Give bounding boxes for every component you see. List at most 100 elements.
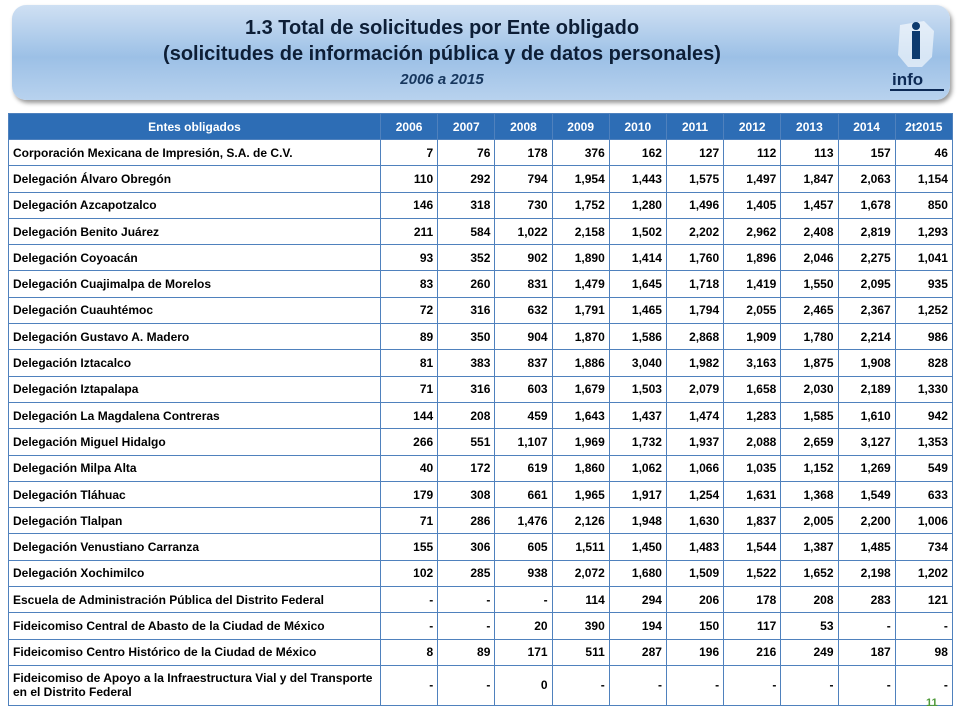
cell-value: 294 <box>608 586 667 614</box>
cell-value: 46 <box>894 138 953 167</box>
cell-value: 2,030 <box>780 375 839 403</box>
cell-value: 7 <box>379 138 439 167</box>
cell-value: 1,860 <box>551 454 610 482</box>
entity-name: Fideicomiso Central de Abasto de la Ciud… <box>8 612 381 640</box>
cell-value: 93 <box>379 244 439 272</box>
cell-value: 1,443 <box>608 165 667 193</box>
table-row: Escuela de Administración Pública del Di… <box>8 586 953 614</box>
entity-name: Fideicomiso de Apoyo a la Infraestructur… <box>8 664 381 706</box>
cell-value: - <box>780 664 839 706</box>
cell-value: 1,890 <box>551 244 610 272</box>
cell-value: 2,095 <box>837 270 896 298</box>
cell-value: 942 <box>894 401 953 430</box>
cell-value: 1,035 <box>723 454 782 482</box>
cell-value: 986 <box>894 323 953 351</box>
cell-value: 171 <box>494 638 553 666</box>
cell-value: 1,870 <box>551 323 610 351</box>
cell-value: 1,041 <box>894 244 953 272</box>
cell-value: 661 <box>494 480 553 509</box>
cell-value: 2,055 <box>723 296 782 325</box>
cell-value: 1,066 <box>665 454 725 482</box>
cell-value: - <box>665 664 725 706</box>
cell-value: 40 <box>379 454 439 482</box>
cell-value: 904 <box>494 323 553 351</box>
cell-value: 1,544 <box>723 533 782 561</box>
cell-value: 1,965 <box>551 480 610 509</box>
cell-value: 1,511 <box>551 533 610 561</box>
cell-value: - <box>837 612 896 640</box>
entity-name: Delegación Xochimilco <box>8 559 381 588</box>
cell-value: 828 <box>894 349 953 377</box>
header-box: 1.3 Total de solicitudes por Ente obliga… <box>12 5 950 100</box>
logo-text: info <box>892 70 923 89</box>
cell-value: 8 <box>379 638 439 666</box>
cell-value: 1,549 <box>837 480 896 509</box>
logo-rule <box>890 89 944 91</box>
cell-value: 1,875 <box>780 349 839 377</box>
cell-value: - <box>551 664 610 706</box>
cell-value: 3,163 <box>723 349 782 377</box>
cell-value: 110 <box>379 165 439 193</box>
column-header: 2008 <box>494 113 553 140</box>
cell-value: 1,954 <box>551 165 610 193</box>
entity-name: Delegación Azcapotzalco <box>8 191 381 219</box>
cell-value: 605 <box>494 533 553 561</box>
cell-value: 155 <box>379 533 439 561</box>
cell-value: 1,794 <box>665 296 725 325</box>
cell-value: 318 <box>437 191 496 219</box>
cell-value: 285 <box>437 559 496 588</box>
cell-value: 730 <box>494 191 553 219</box>
cell-value: 2,819 <box>837 217 896 246</box>
cell-value: 632 <box>494 296 553 325</box>
cell-value: 71 <box>379 507 439 535</box>
cell-value: 20 <box>494 612 553 640</box>
cell-value: 2,126 <box>551 507 610 535</box>
cell-value: 1,780 <box>780 323 839 351</box>
cell-value: 1,496 <box>665 191 725 219</box>
cell-value: - <box>379 586 439 614</box>
cell-value: 1,107 <box>494 428 553 456</box>
cell-value: 121 <box>894 586 953 614</box>
cell-value: 2,046 <box>780 244 839 272</box>
cell-value: - <box>723 664 782 706</box>
cell-value: 1,437 <box>608 401 667 430</box>
cell-value: 308 <box>437 480 496 509</box>
cell-value: 1,679 <box>551 375 610 403</box>
cell-value: 633 <box>894 480 953 509</box>
entity-name: Delegación Coyoacán <box>8 244 381 272</box>
logo-dot <box>912 22 920 30</box>
cell-value: 292 <box>437 165 496 193</box>
cell-value: 1,353 <box>894 428 953 456</box>
cell-value: 1,586 <box>608 323 667 351</box>
cell-value: 206 <box>665 586 725 614</box>
cell-value: 1,847 <box>780 165 839 193</box>
cell-value: 208 <box>437 401 496 430</box>
cell-value: 157 <box>837 138 896 167</box>
cell-value: 1,837 <box>723 507 782 535</box>
entity-name: Delegación Milpa Alta <box>8 454 381 482</box>
cell-value: 1,760 <box>665 244 725 272</box>
cell-value: 2,275 <box>837 244 896 272</box>
cell-value: 511 <box>551 638 610 666</box>
table-row: Delegación Tláhuac 179 308 661 1,965 1,917 1,2… <box>8 480 953 509</box>
cell-value: 127 <box>665 138 725 167</box>
entity-name: Delegación Gustavo A. Madero <box>8 323 381 351</box>
cell-value: 1,575 <box>665 165 725 193</box>
cell-value: - <box>379 612 439 640</box>
cell-value: 260 <box>437 270 496 298</box>
cell-value: 71 <box>379 375 439 403</box>
cell-value: 1,886 <box>551 349 610 377</box>
cell-value: 584 <box>437 217 496 246</box>
cell-value: 1,503 <box>608 375 667 403</box>
cell-value: 1,006 <box>894 507 953 535</box>
title: 1.3 Total de solicitudes por Ente obliga… <box>244 17 640 39</box>
cell-value: 144 <box>379 401 439 430</box>
table-row: Delegación Venustiano Carranza 155 306 605 1… <box>8 533 953 561</box>
cell-value: - <box>608 664 667 706</box>
cell-value: 2,659 <box>780 428 839 456</box>
cell-value: 194 <box>608 612 667 640</box>
cell-value: 114 <box>551 586 610 614</box>
cell-value: 1,283 <box>723 401 782 430</box>
cell-value: 211 <box>379 217 439 246</box>
cell-value: 112 <box>723 138 782 167</box>
